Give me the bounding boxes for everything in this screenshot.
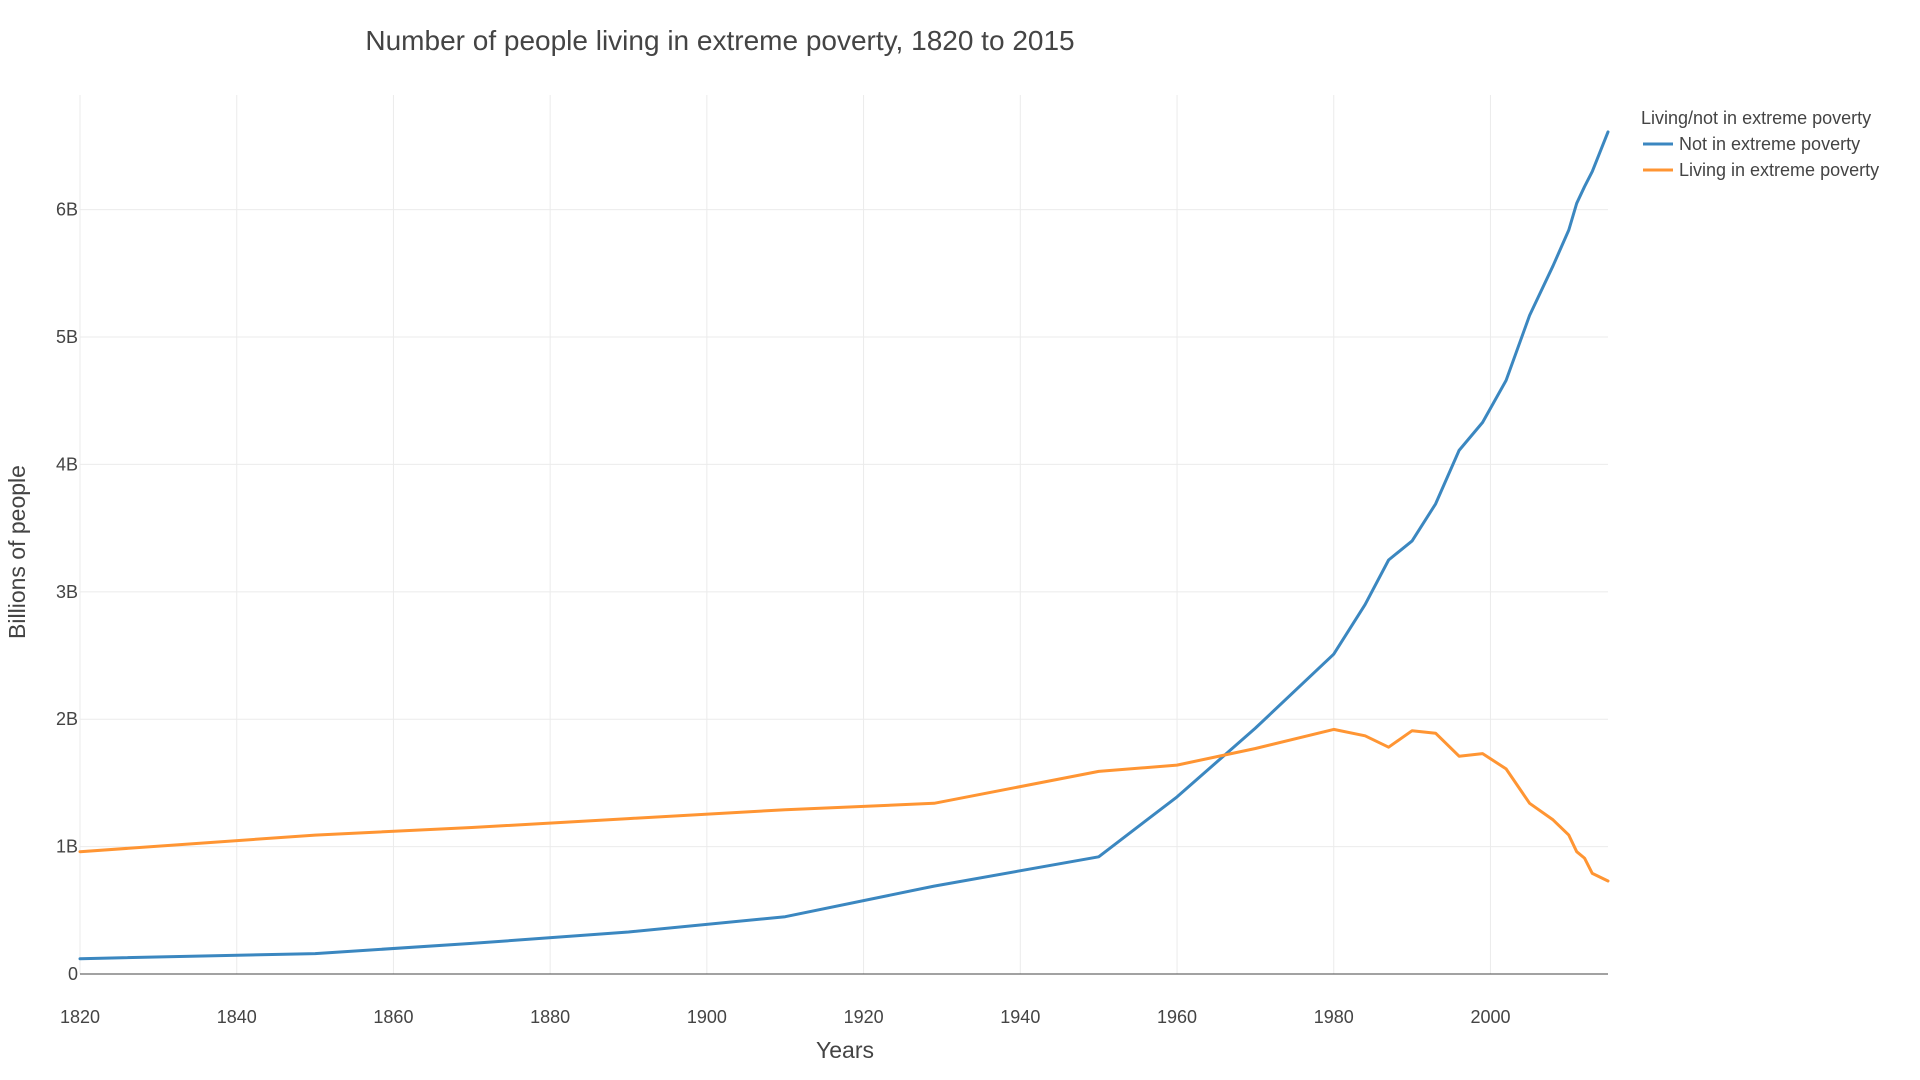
- y-tick-label: 0: [68, 964, 78, 984]
- x-tick-label: 1960: [1157, 1007, 1197, 1027]
- y-tick-label: 2B: [56, 709, 78, 729]
- x-tick-label: 1980: [1314, 1007, 1354, 1027]
- legend[interactable]: Living/not in extreme poverty Not in ext…: [1641, 108, 1879, 180]
- x-tick-label: 1820: [60, 1007, 100, 1027]
- x-tick-label: 1860: [373, 1007, 413, 1027]
- legend-item[interactable]: Living in extreme poverty: [1643, 160, 1879, 180]
- x-tick-label: 2000: [1470, 1007, 1510, 1027]
- legend-label: Living in extreme poverty: [1679, 160, 1879, 180]
- legend-item[interactable]: Not in extreme poverty: [1643, 134, 1860, 154]
- x-tick-label: 1900: [687, 1007, 727, 1027]
- legend-items: Not in extreme poverty Living in extreme …: [1643, 134, 1879, 180]
- x-tick-label: 1940: [1000, 1007, 1040, 1027]
- y-tick-label: 5B: [56, 327, 78, 347]
- x-tick-label: 1920: [844, 1007, 884, 1027]
- y-tick-label: 4B: [56, 454, 78, 474]
- y-tick-label: 1B: [56, 837, 78, 857]
- gridlines: [79, 95, 1608, 975]
- y-axis-title: Billions of people: [4, 465, 30, 639]
- series-line-living-in-extreme-poverty: [78, 727, 1610, 883]
- legend-title: Living/not in extreme poverty: [1641, 108, 1871, 128]
- x-tick-label: 1880: [530, 1007, 570, 1027]
- legend-label: Not in extreme poverty: [1679, 134, 1860, 154]
- series-line-not-in-extreme-poverty: [78, 130, 1610, 961]
- y-tick-label: 6B: [56, 200, 78, 220]
- x-axis-ticks: 1820 1840 1860 1880 1900 1920 1940 1960 1980 2000: [60, 1007, 1511, 1027]
- y-tick-label: 3B: [56, 582, 78, 602]
- series-lines: [78, 130, 1610, 961]
- y-axis-ticks: 0 1B 2B 3B 4B 5B 6B: [56, 200, 78, 984]
- x-axis-title: Years: [816, 1037, 874, 1063]
- chart-title: Number of people living in extreme pover…: [365, 25, 1074, 56]
- x-tick-label: 1840: [217, 1007, 257, 1027]
